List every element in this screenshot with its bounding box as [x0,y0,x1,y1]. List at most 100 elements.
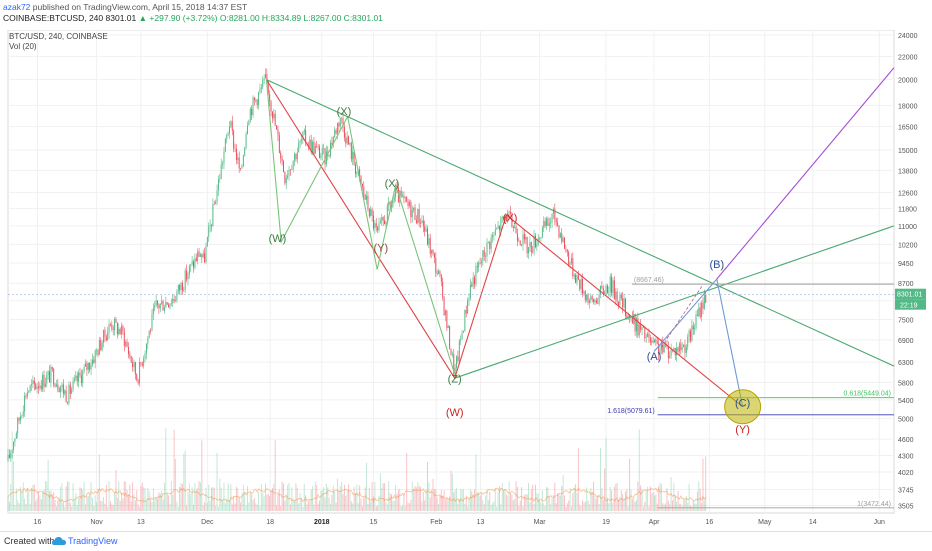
volume-bar [510,493,512,511]
candle-body [569,263,571,265]
volume-bar [648,506,650,511]
volume-bar [204,502,206,511]
candle-body [442,281,444,298]
chart-footer: Created with TradingView [0,531,932,551]
volume-bar [660,483,662,511]
volume-bar [564,495,566,511]
volume-bar [346,490,348,511]
volume-bar [651,493,653,511]
candle-body [367,195,369,210]
candle-body [64,390,66,394]
volume-bar [575,484,577,511]
quote-line: COINBASE:BTCUSD, 240 8301.01 ▲ +297.90 (… [3,13,383,24]
candle-body [611,276,613,294]
volume-bar [13,461,15,511]
volume-bar [299,493,301,511]
volume-bar [498,486,500,511]
volume-bar [338,490,340,511]
volume-bar [381,487,383,511]
volume-bar [270,490,272,511]
candle-body [89,363,91,370]
volume-bar [354,493,356,511]
candle-body [31,383,33,386]
candle-body [469,284,471,298]
candle-body [161,301,163,304]
volume-bar [363,497,365,511]
volume-bar [11,431,13,511]
candle-body [323,148,325,149]
volume-bar [33,484,35,511]
candle-body [426,228,428,245]
candle-body [417,209,419,223]
candle-body [557,222,559,226]
y-tick-label: 16500 [898,125,918,132]
candle-body [230,121,232,127]
volume-bar [248,502,250,511]
volume-bar [429,497,431,511]
candle-body [533,235,535,253]
volume-bar [15,488,17,511]
candle-body [285,177,287,184]
candle-body [187,274,189,280]
volume-bar [356,484,358,511]
candle-body [288,169,290,176]
candle-body [301,139,302,141]
fib-level-label: 1(3472.44) [857,501,891,508]
volume-bar [523,494,525,511]
volume-bar [122,498,124,511]
price-axis: 3505 3745 4020 4300 4600 5000 5400 5800 6300 6900… [898,33,918,511]
volume-bar [399,489,401,511]
candle-body [665,345,667,346]
author-link[interactable]: azak72 [3,2,31,12]
candle-body [602,287,604,294]
candle-body [61,384,63,388]
volume-bar [526,494,528,511]
volume-bar [579,504,581,511]
candle-body [515,226,517,234]
volume-bar [586,487,588,511]
volume-bar [374,482,376,511]
volume-bar [676,501,678,511]
candle-body [493,234,495,236]
volume-bar [654,495,655,511]
volume-bar [73,499,75,511]
price-chart[interactable]: (8667.46) 0.618(5449.04) 1.618(5079.61) 1(3… [0,30,932,531]
candle-body [554,208,556,220]
candle-body [688,330,690,337]
candle-body [93,359,95,363]
volume-bar [96,502,98,511]
x-tick-label: Dec [201,519,214,526]
volume-bar [439,496,441,511]
candle-body [184,270,186,289]
volume-bar [7,497,9,511]
candle-body [105,336,107,341]
candle-body [25,395,27,397]
volume-bar [594,495,596,511]
candle-body [618,301,619,306]
candle-body [705,293,707,303]
volume-bar [431,489,433,511]
volume-bar [443,490,445,511]
candle-body [577,275,579,280]
candle-body [252,97,254,116]
tradingview-link[interactable]: TradingView [68,536,118,546]
candle-body [271,111,273,119]
wave-label: (X) [503,212,518,224]
volume-bar [303,483,305,511]
candle-body [457,356,459,362]
candle-body [388,201,390,205]
candle-body [24,395,26,412]
volume-bar [75,493,77,511]
volume-bar [280,506,282,511]
candle-body [597,302,599,304]
candle-body [595,300,597,303]
volume-bar [231,504,233,511]
volume-bar [451,473,453,511]
x-tick-label: 14 [809,519,817,526]
volume-bar [269,495,271,511]
candle-body [539,238,541,239]
candle-body [411,209,413,218]
y-tick-label: 24000 [898,33,918,40]
volume-bar [79,487,81,511]
volume-bar [219,478,221,511]
